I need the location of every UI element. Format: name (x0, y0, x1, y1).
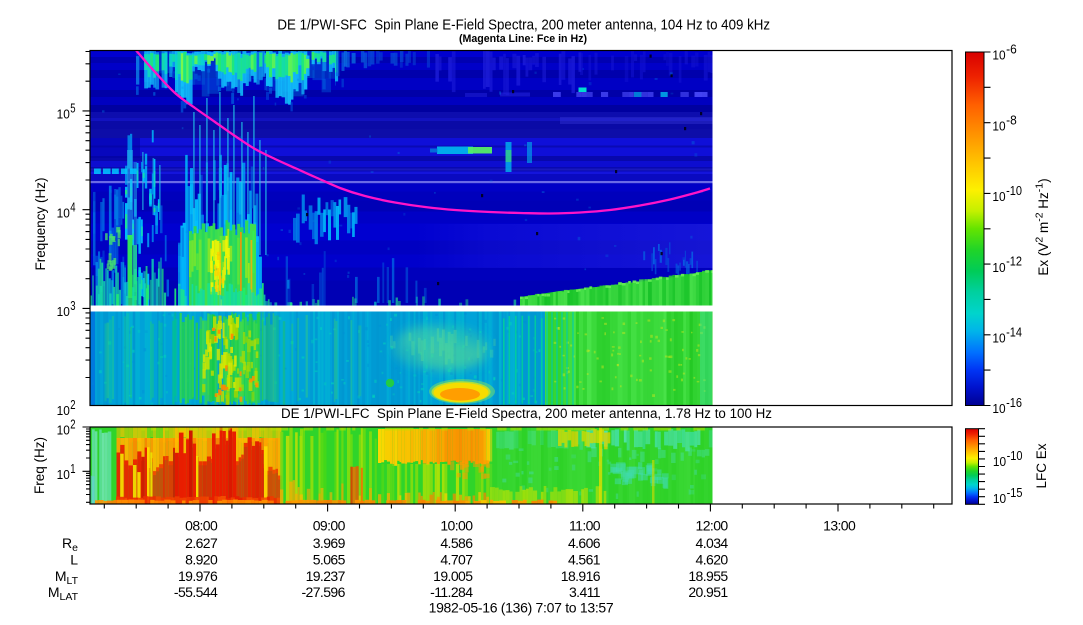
svg-text:10: 10 (57, 403, 70, 418)
svg-text:1982-05-16 (136) 7:07 to 13:57: 1982-05-16 (136) 7:07 to 13:57 (429, 600, 614, 616)
svg-text:10: 10 (57, 304, 70, 319)
svg-text:4.586: 4.586 (440, 535, 473, 551)
svg-text:-6: -6 (1006, 42, 1017, 57)
svg-text:10: 10 (992, 331, 1005, 346)
svg-text:4.561: 4.561 (568, 551, 601, 567)
svg-text:12:00: 12:00 (696, 518, 729, 534)
svg-text:DE 1/PWI-LFC Spin Plane E-Fie: DE 1/PWI-LFC Spin Plane E-Field Spectra,… (281, 406, 772, 421)
svg-text:-14: -14 (1006, 324, 1022, 339)
svg-text:10: 10 (992, 118, 1005, 133)
svg-text:10: 10 (57, 107, 70, 122)
svg-text:10: 10 (57, 205, 70, 220)
svg-text:-27.596: -27.596 (302, 584, 346, 600)
svg-text:4.620: 4.620 (696, 551, 729, 567)
svg-text:4.606: 4.606 (568, 535, 601, 551)
svg-text:10: 10 (57, 423, 70, 438)
svg-text:18.955: 18.955 (688, 568, 728, 584)
svg-text:10:00: 10:00 (440, 518, 473, 534)
svg-text:10: 10 (993, 491, 1006, 506)
svg-text:11:00: 11:00 (569, 518, 601, 534)
svg-text:19.237: 19.237 (306, 568, 346, 584)
svg-text:10: 10 (992, 48, 1005, 63)
svg-text:LFC Ex: LFC Ex (1034, 443, 1049, 488)
svg-text:5: 5 (70, 101, 75, 116)
svg-text:Frequency (Hz): Frequency (Hz) (33, 177, 48, 270)
svg-text:-12: -12 (1006, 254, 1022, 269)
svg-text:09:00: 09:00 (313, 518, 346, 534)
svg-text:10: 10 (993, 454, 1006, 469)
svg-text:18.916: 18.916 (561, 568, 601, 584)
svg-text:10: 10 (992, 260, 1005, 275)
svg-text:3.411: 3.411 (569, 584, 601, 600)
svg-text:2: 2 (70, 397, 75, 412)
svg-text:4.034: 4.034 (696, 535, 729, 551)
svg-text:2.627: 2.627 (185, 535, 218, 551)
svg-text:-16: -16 (1006, 395, 1022, 410)
svg-text:08:00: 08:00 (185, 518, 218, 534)
svg-text:-10: -10 (1007, 448, 1023, 463)
svg-text:-10: -10 (1006, 183, 1022, 198)
svg-text:19.976: 19.976 (178, 568, 218, 584)
svg-text:-11.284: -11.284 (430, 584, 473, 600)
svg-text:(Magenta Line: Fce in Hz): (Magenta Line: Fce in Hz) (459, 33, 587, 45)
svg-text:8.920: 8.920 (185, 551, 218, 567)
svg-text:3: 3 (70, 298, 75, 313)
svg-text:13:00: 13:00 (823, 518, 856, 534)
svg-text:5.065: 5.065 (313, 551, 346, 567)
svg-text:10: 10 (992, 189, 1005, 204)
svg-text:-8: -8 (1006, 112, 1017, 127)
svg-text:-15: -15 (1007, 485, 1023, 500)
svg-text:-55.544: -55.544 (174, 584, 218, 600)
svg-text:4.707: 4.707 (440, 551, 473, 567)
svg-text:20.951: 20.951 (688, 584, 728, 600)
svg-text:Freq (Hz): Freq (Hz) (32, 437, 47, 494)
svg-text:Ex (V2 m-2 Hz-1): Ex (V2 m-2 Hz-1) (1034, 178, 1052, 275)
svg-text:10: 10 (57, 467, 70, 482)
svg-text:1: 1 (70, 461, 75, 476)
svg-text:2: 2 (70, 417, 75, 432)
svg-text:19.005: 19.005 (433, 568, 473, 584)
svg-text:4: 4 (70, 199, 75, 214)
svg-text:L: L (70, 551, 78, 567)
svg-text:DE 1/PWI-SFC Spin Plane E-Fie: DE 1/PWI-SFC Spin Plane E-Field Spectra,… (277, 17, 770, 34)
svg-text:10: 10 (992, 401, 1005, 416)
svg-text:3.969: 3.969 (313, 535, 346, 551)
